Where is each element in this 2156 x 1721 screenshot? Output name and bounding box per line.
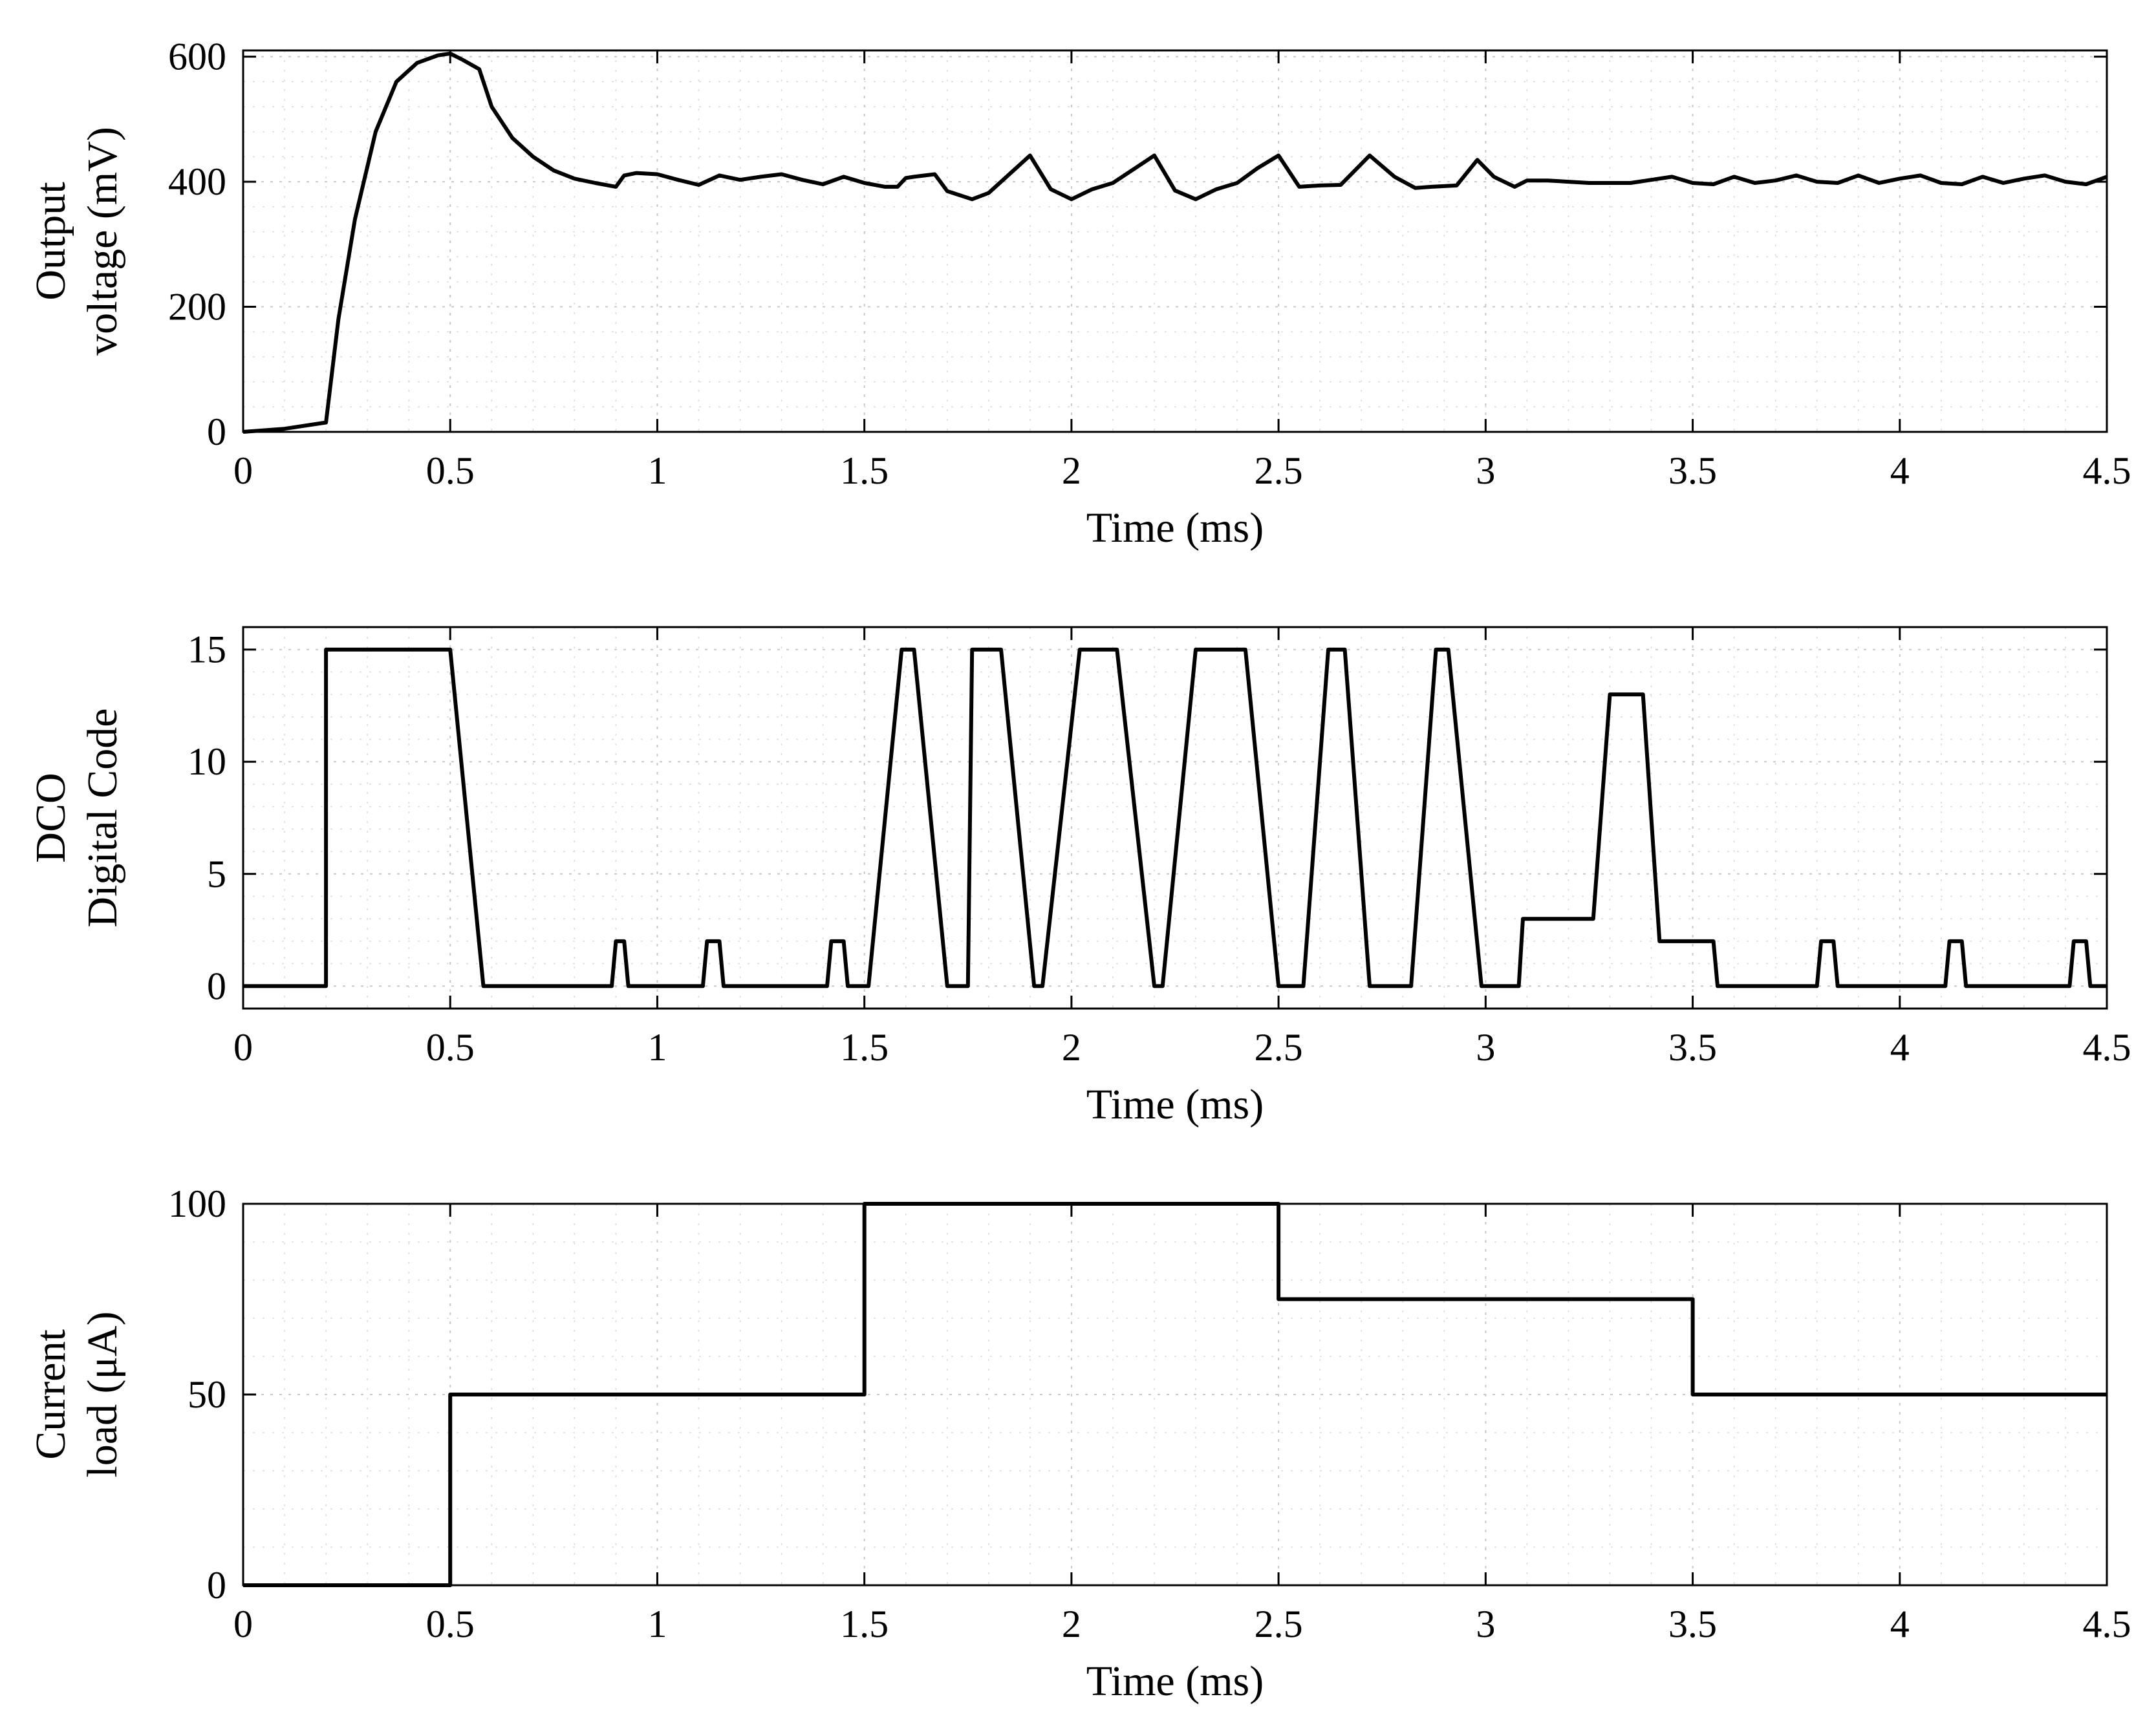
x-tick-label: 1.5: [840, 449, 889, 492]
x-tick-label: 0: [233, 1026, 253, 1069]
y-axis-label-line-1: Current: [27, 1329, 74, 1460]
x-tick-label: 3: [1476, 1026, 1495, 1069]
y-tick-label: 50: [188, 1373, 226, 1416]
y-tick-label: 15: [188, 628, 226, 671]
x-tick-label: 2.5: [1255, 1026, 1303, 1069]
y-tick-label: 10: [188, 740, 226, 783]
y-axis-label-line-1: DCO: [27, 773, 74, 862]
minor-grid: [243, 50, 2107, 432]
x-tick-label: 4.5: [2083, 1026, 2131, 1069]
x-tick-label: 3.5: [1668, 1026, 1717, 1069]
major-grid: [243, 627, 2107, 1009]
x-axis-label: Time (ms): [1086, 504, 1264, 551]
x-tick-label: 4: [1890, 1603, 1910, 1645]
x-tick-label: 3.5: [1668, 449, 1717, 492]
y-axis-label-line-2: Digital Code: [79, 708, 126, 927]
y-tick-label: 0: [207, 411, 226, 453]
y-tick-label: 5: [207, 853, 226, 895]
x-tick-label: 3: [1476, 449, 1495, 492]
x-tick-label: 3.5: [1668, 1603, 1717, 1645]
x-tick-label: 1.5: [840, 1603, 889, 1645]
x-tick-label: 4.5: [2083, 1603, 2131, 1645]
x-tick-label: 1: [647, 449, 667, 492]
x-tick-label: 2: [1062, 1026, 1081, 1069]
x-tick-label: 0: [233, 1603, 253, 1645]
x-tick-label: 0: [233, 449, 253, 492]
y-axis-label-line-1: Output: [27, 182, 74, 300]
chart-panel-3: 0 0.5 1 1.5 2 2.5 3 3.5 4 4.5 0 50 100 Time (ms) Curre…: [27, 1182, 2131, 1705]
x-tick-label: 0.5: [426, 1603, 475, 1645]
x-tick-label: 2: [1062, 1603, 1081, 1645]
y-tick-label: 100: [168, 1182, 226, 1225]
y-axis-label-line-2: load (μA): [79, 1311, 126, 1477]
x-tick-label: 4: [1890, 449, 1910, 492]
x-tick-label: 4.5: [2083, 449, 2131, 492]
plot-frame: [242, 626, 2108, 1010]
y-tick-label: 400: [168, 160, 226, 203]
x-tick-label: 2: [1062, 449, 1081, 492]
x-tick-label: 1: [647, 1026, 667, 1069]
x-tick-label: 2.5: [1255, 1603, 1303, 1645]
x-axis-label: Time (ms): [1086, 1081, 1264, 1128]
x-tick-label: 0.5: [426, 449, 475, 492]
x-tick-label: 4: [1890, 1026, 1910, 1069]
y-tick-label: 600: [168, 36, 226, 78]
plot-frame: [242, 49, 2108, 433]
y-tick-label: 0: [207, 1564, 226, 1607]
x-axis-label: Time (ms): [1086, 1658, 1264, 1705]
minor-grid: [243, 627, 2107, 1009]
data-series-line: [243, 647, 2107, 989]
major-grid: [243, 50, 2107, 433]
data-series-line: [243, 1202, 2107, 1587]
y-tick-label: 200: [168, 286, 226, 328]
x-tick-label: 3: [1476, 1603, 1495, 1645]
x-tick-label: 1: [647, 1603, 667, 1645]
x-tick-label: 0.5: [426, 1026, 475, 1069]
chart-panel-1: 0 0.5 1 1.5 2 2.5 3 3.5 4 4.5 0 200 400 600 Time (ms) O…: [27, 36, 2131, 551]
data-series-line: [243, 51, 2108, 434]
x-tick-label: 1.5: [840, 1026, 889, 1069]
y-tick-label: 0: [207, 965, 226, 1007]
x-tick-label: 2.5: [1255, 449, 1303, 492]
chart-panel-2: 0 0.5 1 1.5 2 2.5 3 3.5 4 4.5 0 5 10 15 Time (ms) DCO Di…: [27, 626, 2131, 1128]
y-axis-label-line-2: voltage (mV): [79, 127, 126, 356]
minor-grid: [243, 1204, 2107, 1585]
